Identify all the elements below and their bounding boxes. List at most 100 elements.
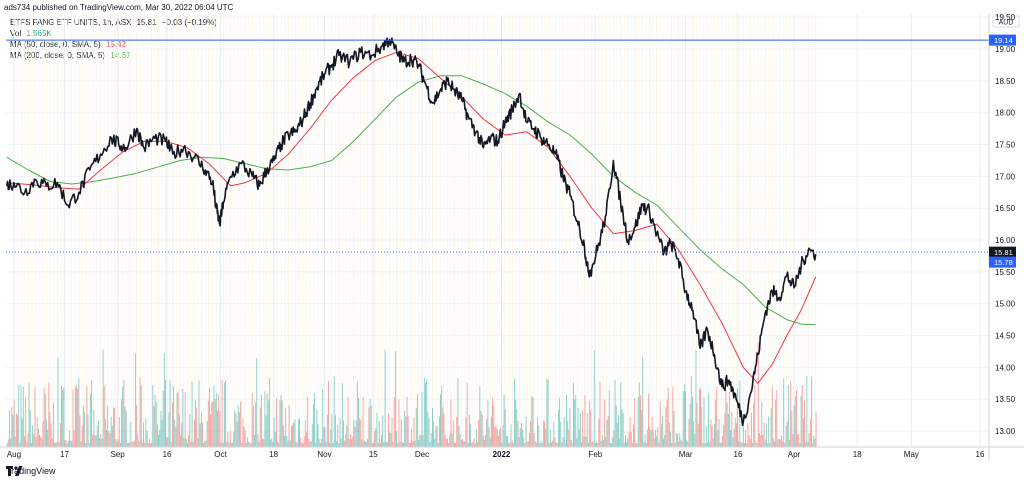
volume-bar <box>262 438 264 447</box>
volume-bar <box>453 442 455 447</box>
volume-bar <box>35 436 37 447</box>
volume-bar <box>337 425 339 447</box>
legend-symbol[interactable]: ETFS FANG ETF UNITS, 1h, ASX <box>10 18 132 27</box>
volume-bar <box>150 442 151 447</box>
volume-bar <box>489 437 491 447</box>
volume-bar <box>49 412 51 447</box>
series-line-price <box>5 37 817 427</box>
volume-bar <box>54 442 56 447</box>
volume-bar <box>635 442 637 447</box>
volume-bar <box>704 442 706 447</box>
volume-bar <box>578 429 580 447</box>
volume-bar <box>731 412 733 447</box>
volume-bar <box>470 424 472 447</box>
volume-bar <box>418 439 420 447</box>
volume-bar <box>619 438 621 447</box>
volume-bar <box>393 397 395 447</box>
volume-bar <box>39 434 40 447</box>
volume-bar <box>159 430 161 447</box>
volume-bar <box>611 442 613 447</box>
volume-bar <box>624 434 626 447</box>
volume-bar <box>599 381 601 447</box>
volume-bar <box>151 442 153 447</box>
volume-bar <box>232 442 233 447</box>
volume-bar <box>594 442 596 447</box>
volume-bar <box>732 437 734 447</box>
volume-bar <box>419 435 421 447</box>
volume-bar <box>369 398 371 447</box>
volume-bar <box>188 435 190 447</box>
volume-bar <box>791 410 793 447</box>
volume-bar <box>640 395 641 447</box>
volume-bar <box>156 424 158 447</box>
volume-bar <box>326 414 328 447</box>
legend-ma50-row[interactable]: MA (50, close, 0, SMA, 5) 15.42 <box>10 39 220 50</box>
volume-bar <box>517 420 519 447</box>
volume-bar <box>778 439 780 447</box>
volume-bar <box>340 438 342 447</box>
volume-bar <box>733 428 735 447</box>
volume-bar <box>431 408 433 447</box>
volume-bar <box>683 383 685 447</box>
volume-bar <box>368 407 370 447</box>
volume-bar <box>407 415 409 447</box>
volume-bar <box>590 409 592 447</box>
volume-bar <box>317 424 319 447</box>
volume-bar <box>252 405 254 447</box>
volume-bar <box>479 386 481 447</box>
volume-bar <box>685 391 686 447</box>
volume-bar <box>202 422 203 447</box>
volume-bar <box>516 409 518 447</box>
volume-bar <box>170 441 172 447</box>
volume-bar <box>46 419 47 447</box>
tradingview-footer[interactable]: TradingView <box>6 466 56 476</box>
horizontal-levels <box>6 39 989 253</box>
volume-bar <box>91 380 92 447</box>
volume-bar <box>697 423 699 447</box>
volume-bar <box>738 441 740 447</box>
volume-bar <box>636 442 638 447</box>
volume-bar <box>670 431 671 447</box>
volume-bar <box>345 433 347 447</box>
volume-bar <box>492 398 493 447</box>
volume-bar <box>96 425 98 447</box>
volume-bar <box>564 442 566 447</box>
volume-bar <box>364 441 366 447</box>
volume-bar <box>141 442 143 447</box>
volume-bar <box>222 442 224 447</box>
volume-bar <box>589 400 591 447</box>
volume-bar <box>725 389 727 447</box>
volume-bar <box>598 418 600 447</box>
volume-bar <box>133 440 135 447</box>
volume-bar <box>504 408 506 447</box>
volume-bar <box>493 405 495 447</box>
volume-bar <box>310 441 312 447</box>
volume-bar <box>475 429 477 447</box>
volume-bar <box>456 416 458 447</box>
volume-bar <box>12 414 14 447</box>
volume-bar <box>314 393 316 447</box>
y-tick-label: 19.00 <box>995 45 1016 54</box>
volume-bar <box>256 357 258 447</box>
volume-bar <box>51 438 53 447</box>
x-tick-label: 18 <box>853 450 862 459</box>
volume-bar <box>21 418 23 447</box>
volume-bar <box>247 437 248 447</box>
volume-bar <box>757 342 759 447</box>
volume-bar <box>442 407 444 447</box>
volume-bar <box>786 421 788 447</box>
volume-bar <box>48 382 50 447</box>
volume-bar <box>643 442 645 447</box>
volume-bar <box>537 417 539 447</box>
volume-bar <box>381 434 383 447</box>
volume-bar <box>43 387 45 447</box>
volume-bar <box>436 426 438 447</box>
volume-bar <box>281 400 283 447</box>
volume-bar <box>776 390 778 447</box>
volume-bar <box>705 425 707 447</box>
x-tick-label: Sep <box>110 450 125 459</box>
x-tick-label: 16 <box>976 450 985 459</box>
volume-bar <box>212 401 214 447</box>
volume-bar <box>593 350 595 447</box>
